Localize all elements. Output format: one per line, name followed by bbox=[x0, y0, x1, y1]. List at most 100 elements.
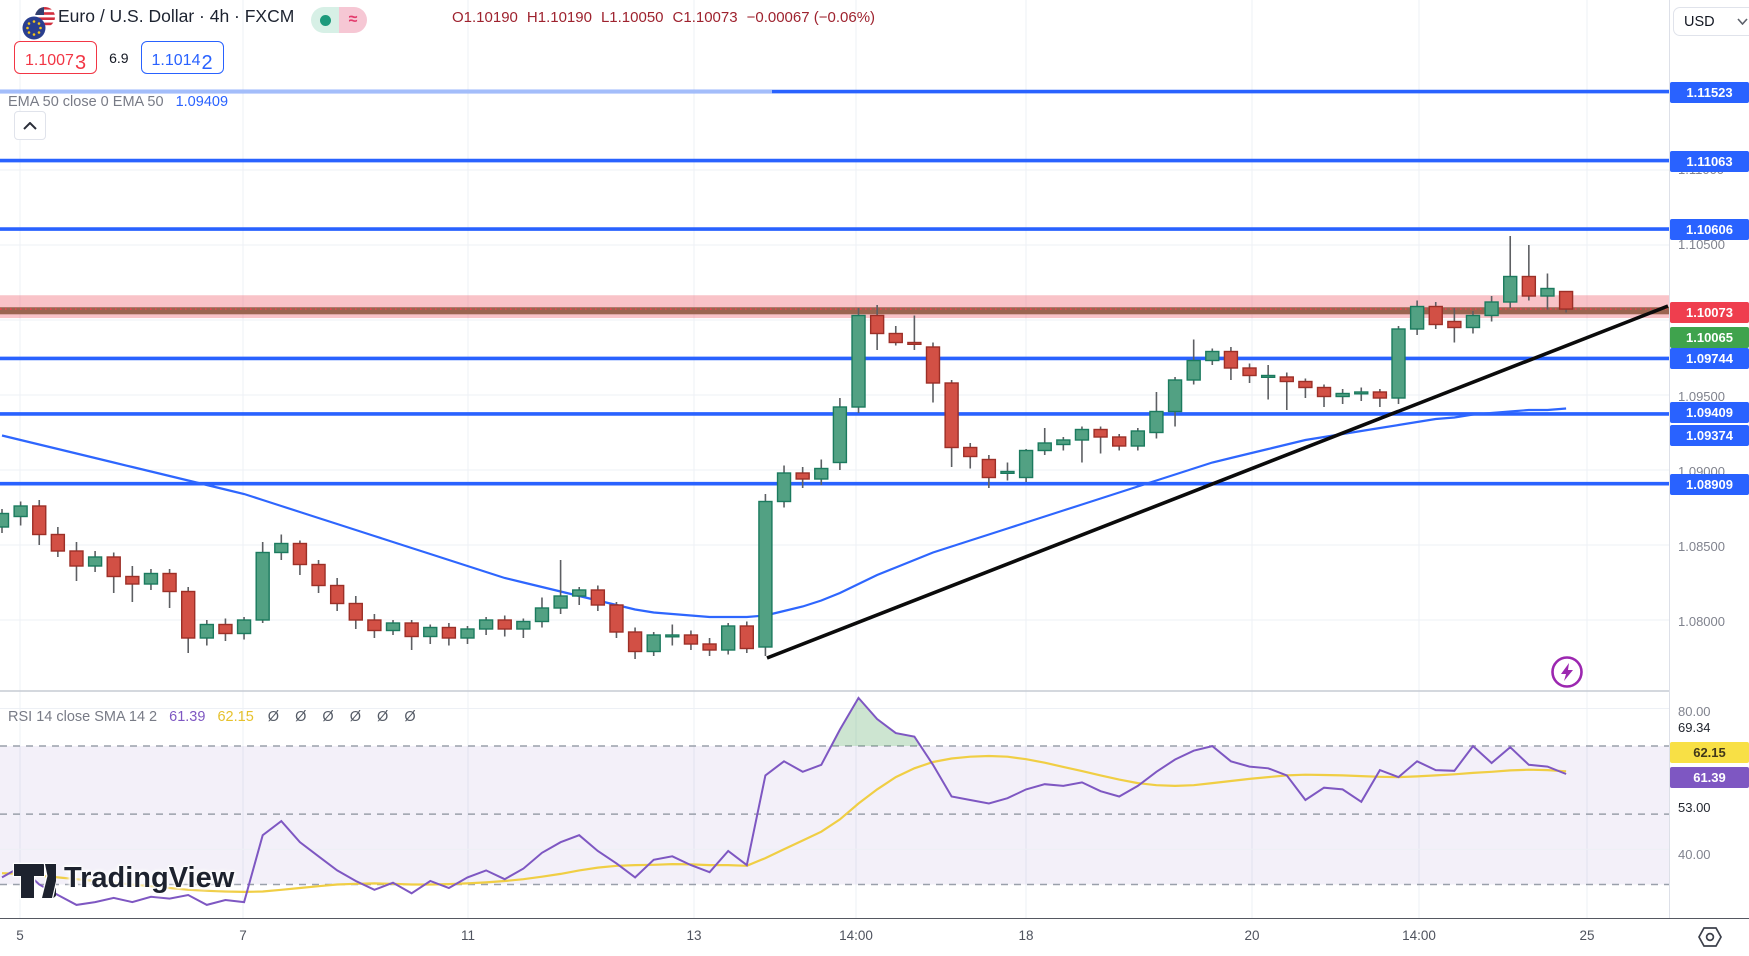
candle bbox=[32, 505, 47, 536]
symbol-title[interactable]: Euro / U.S. Dollar · 4h · FXCM bbox=[58, 6, 295, 26]
quick-trade-button[interactable] bbox=[1551, 656, 1583, 688]
rsi-axis-tick: 80.00 bbox=[1678, 704, 1711, 719]
candle bbox=[292, 542, 308, 566]
candle bbox=[776, 472, 792, 503]
candle bbox=[1465, 314, 1481, 329]
market-status-badge[interactable]: ≈ bbox=[311, 7, 367, 33]
price-axis-tick: 1.08500 bbox=[1678, 539, 1725, 554]
candle bbox=[1372, 391, 1388, 399]
candle bbox=[1335, 392, 1350, 398]
currency-selector[interactable]: USD bbox=[1673, 7, 1749, 36]
candle bbox=[199, 623, 215, 639]
candle bbox=[106, 556, 121, 578]
currency-pair-flags-icon bbox=[22, 7, 55, 40]
rsi-value-label: 61.39 bbox=[1670, 766, 1749, 788]
ema-indicator-legend[interactable]: EMA 50 close 0 EMA 50 1.09409 bbox=[8, 94, 228, 110]
price-level-label: 1.11063 bbox=[1670, 150, 1749, 172]
candle bbox=[1484, 301, 1499, 317]
candle bbox=[1354, 391, 1369, 395]
time-axis-label: 11 bbox=[460, 928, 476, 943]
candle bbox=[1503, 275, 1518, 303]
candle bbox=[869, 314, 885, 335]
candle bbox=[1056, 439, 1071, 446]
candle bbox=[367, 619, 382, 632]
rsi-value: 61.39 bbox=[169, 709, 206, 725]
buy-button[interactable]: 1.1014 2 bbox=[140, 41, 224, 74]
candle bbox=[255, 551, 270, 621]
ema50-line bbox=[1, 407, 1567, 619]
sell-price-pip: 3 bbox=[74, 52, 87, 74]
candle bbox=[888, 332, 903, 344]
spread-value: 6.9 bbox=[109, 49, 129, 66]
watermark-text: TradingView bbox=[64, 861, 235, 894]
time-axis[interactable]: 5 7 11 13 14:00 18 20 14:00 25 bbox=[0, 918, 1749, 956]
candle bbox=[423, 626, 438, 638]
candle bbox=[646, 634, 661, 653]
candle bbox=[218, 623, 233, 635]
candle bbox=[851, 314, 866, 408]
time-axis-label: 13 bbox=[686, 928, 702, 943]
rsi-sma-line bbox=[1, 754, 1567, 894]
buy-price: 1.1014 bbox=[151, 52, 201, 69]
candle bbox=[274, 542, 289, 554]
candle bbox=[497, 619, 512, 630]
candle bbox=[1149, 410, 1164, 434]
hexagon-eye-icon bbox=[1698, 927, 1722, 947]
ohlc-high: H1.10190 bbox=[526, 9, 592, 26]
candle bbox=[50, 533, 66, 552]
candle bbox=[1111, 436, 1127, 447]
candle bbox=[1205, 350, 1220, 362]
price-level-label: 1.10065 bbox=[1670, 326, 1749, 348]
ohlc-open: O1.10190 bbox=[452, 9, 518, 26]
lightning-bolt-icon bbox=[1561, 663, 1573, 681]
candle bbox=[758, 500, 773, 648]
tradingview-watermark: TradingView bbox=[12, 855, 234, 901]
price-axis-tick: 1.08000 bbox=[1678, 614, 1725, 629]
price-axis[interactable]: USD 1.110001.105001.095001.090001.085001… bbox=[1669, 0, 1749, 918]
candle bbox=[665, 634, 680, 638]
candle bbox=[311, 563, 326, 587]
candle bbox=[1298, 380, 1313, 389]
candle bbox=[1540, 287, 1555, 297]
price-level-label: 1.09744 bbox=[1670, 347, 1749, 369]
symbol-header: Euro / U.S. Dollar · 4h · FXCM bbox=[58, 6, 294, 27]
rsi-line bbox=[1, 696, 1567, 906]
ema-label: EMA 50 close 0 EMA 50 bbox=[8, 94, 164, 110]
price-axis-tick: 1.10500 bbox=[1678, 237, 1725, 252]
candle bbox=[1447, 320, 1462, 329]
time-axis-label: 14:00 bbox=[1402, 928, 1436, 943]
market-open-dot-icon bbox=[311, 7, 339, 33]
price-level-label: 1.10606 bbox=[1670, 218, 1749, 240]
candle bbox=[1260, 374, 1276, 378]
collapse-legend-button[interactable] bbox=[14, 111, 46, 140]
candle bbox=[795, 472, 810, 480]
price-level-label: 1.08909 bbox=[1670, 473, 1749, 495]
rsi-band bbox=[0, 746, 1669, 885]
time-axis-label: 20 bbox=[1244, 928, 1260, 943]
candle bbox=[441, 626, 457, 639]
candle bbox=[69, 550, 84, 567]
candle bbox=[1521, 275, 1537, 297]
chart-settings-button[interactable] bbox=[1695, 924, 1725, 950]
time-axis-label: 7 bbox=[239, 928, 247, 943]
rsi-axis-tick: 40.00 bbox=[1678, 847, 1711, 862]
candle bbox=[553, 595, 568, 609]
chevron-up-icon bbox=[23, 121, 37, 130]
rsi-indicator-legend[interactable]: RSI 14 close SMA 14 2 61.39 62.15 Ø Ø Ø … bbox=[8, 709, 422, 725]
candle bbox=[162, 572, 177, 593]
candle bbox=[925, 346, 941, 384]
ohlc-change: −0.00067 (−0.06%) bbox=[746, 9, 876, 26]
time-axis-label: 25 bbox=[1579, 928, 1595, 943]
trendline[interactable] bbox=[766, 304, 1669, 660]
rsi-extra-values: Ø Ø Ø Ø Ø Ø bbox=[267, 709, 422, 725]
time-axis-label: 18 bbox=[1018, 928, 1034, 943]
price-axis-tick: 1.09500 bbox=[1678, 389, 1725, 404]
sell-button[interactable]: 1.1007 3 bbox=[14, 41, 98, 74]
candle bbox=[87, 556, 103, 567]
candle bbox=[1130, 430, 1146, 447]
rsi-axis-tick: 53.00 bbox=[1678, 800, 1711, 815]
supply-zone-core bbox=[0, 307, 1669, 315]
candle bbox=[1316, 386, 1332, 398]
candle bbox=[814, 467, 829, 480]
